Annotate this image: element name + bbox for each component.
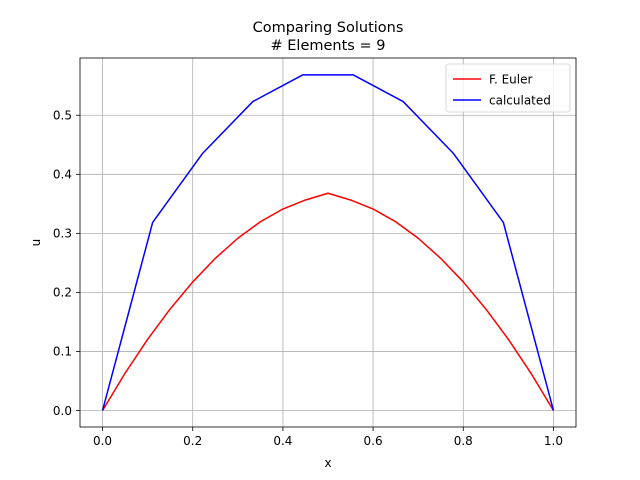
x-tick-label: 0.2 [183,434,202,448]
x-tick-label: 0.8 [454,434,473,448]
series-lines [101,74,555,411]
x-tick-label: 0.0 [93,434,112,448]
x-axis-label: x [324,456,331,470]
y-tick-label: 0.2 [53,286,72,300]
legend-label: calculated [489,93,551,107]
chart-subtitle: # Elements = 9 [271,38,386,54]
x-tick-label: 1.0 [544,434,563,448]
x-tick-label: 0.4 [273,434,292,448]
y-tick-label: 0.0 [53,404,72,418]
y-tick-label: 0.5 [53,109,72,123]
plot-frame [79,57,577,428]
axis-ticks: 0.0 0.2 0.4 0.6 0.8 1.0 0.0 0.1 0.2 0.3 0.4 0.5 [53,109,563,448]
y-axis-label: u [29,239,43,247]
y-tick-label: 0.3 [53,227,72,241]
legend: F. Euler calculated [445,63,571,113]
legend-label: F. Euler [489,72,533,86]
grid-lines [80,58,576,427]
y-tick-label: 0.1 [53,345,72,359]
y-tick-label: 0.4 [53,168,72,182]
series-line-f-euler [101,192,555,411]
chart-title: Comparing Solutions [253,20,404,36]
x-tick-label: 0.6 [364,434,383,448]
series-line-calculated [101,74,555,411]
